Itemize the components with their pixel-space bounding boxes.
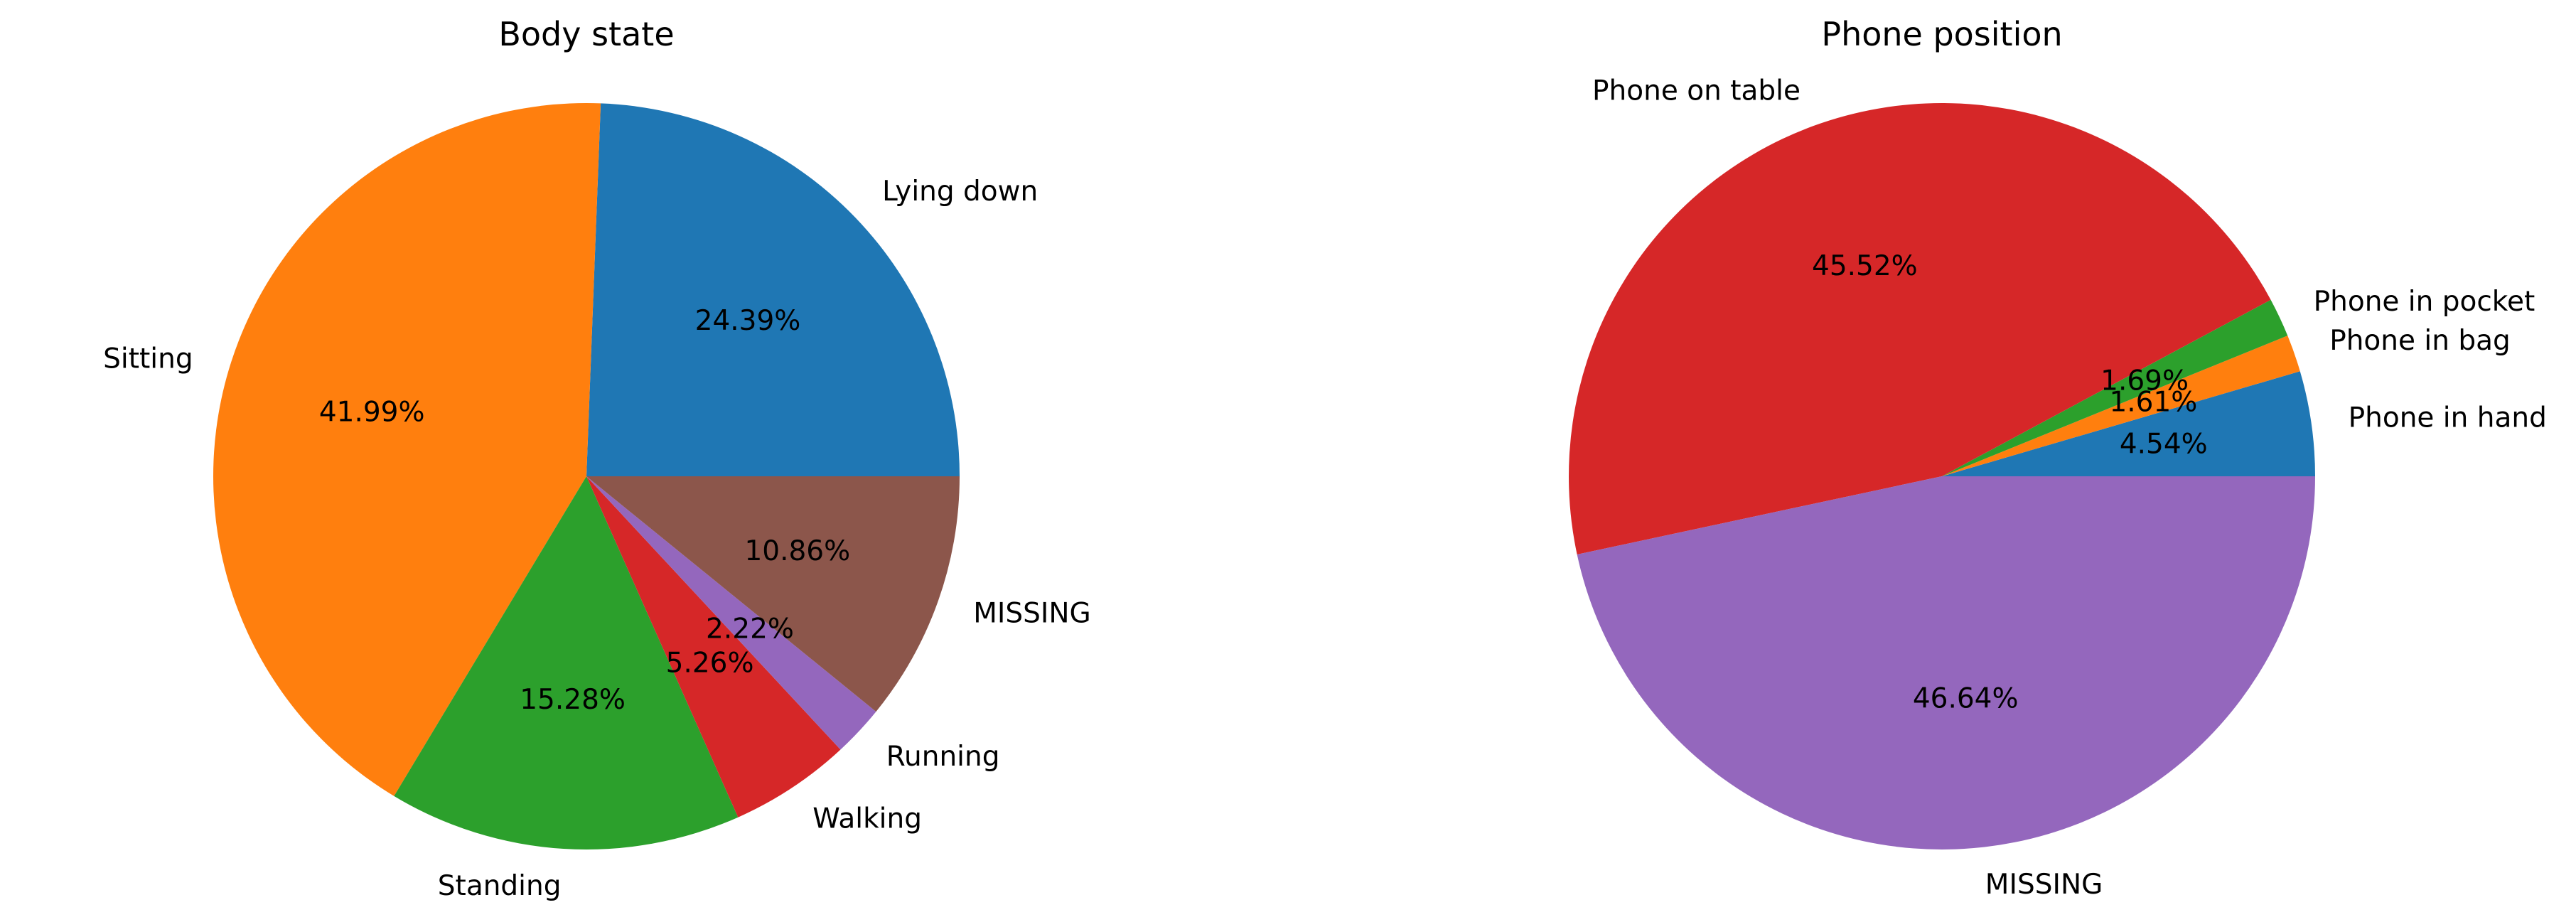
slice-label-standing: Standing <box>438 870 562 902</box>
slice-percent-labels: 24.39% 41.99% 15.28% 5.26%2.22% 10.86% <box>319 305 850 716</box>
pie-slice-sitting <box>213 103 601 796</box>
slice-label-missing: MISSING <box>973 598 1091 630</box>
slice-percent-phone-in-pocket: 1.69% <box>2100 365 2189 397</box>
slice-percent-standing: 15.28% <box>520 684 626 716</box>
slice-percent-phone-in-bag: 1.61% <box>2109 387 2197 419</box>
phone-position-pie-chart: Phone position Phone in hand Phone in bag… <box>1569 15 2547 901</box>
slice-percent-sitting: 41.99% <box>319 396 425 428</box>
pie-slices <box>213 103 960 850</box>
pie-slice-phone-on-table <box>1569 103 2271 555</box>
slice-label-phone-in-bag: Phone in bag <box>2329 325 2511 357</box>
body-state-pie-chart: Body state Lying down Sitting Standing Walk… <box>103 15 1091 902</box>
slice-label-sitting: Sitting <box>103 343 193 375</box>
slice-label-running: Running <box>886 741 1000 773</box>
slice-percent-walking: 5.26% <box>666 647 754 679</box>
pie-slice-phone-in-pocket <box>1942 299 2288 476</box>
slice-percent-labels: 4.54% 1.61%1.69% 45.52% 46.64% <box>1812 250 2208 715</box>
pie-slice-walking <box>586 476 841 818</box>
pie-slice-lying-down <box>586 103 960 476</box>
slice-label-walking: Walking <box>812 803 922 835</box>
pie-slice-missing <box>586 476 960 712</box>
pie-slices <box>1569 103 2315 849</box>
pie-slice-phone-in-bag <box>1942 336 2300 476</box>
slice-label-missing: MISSING <box>1985 869 2103 901</box>
slice-percent-running: 2.22% <box>706 613 794 645</box>
pie-slice-standing <box>394 476 739 850</box>
slice-labels: Lying down Sitting Standing Walking Running M… <box>103 176 1091 902</box>
pie-slice-missing <box>1577 476 2315 849</box>
slice-label-phone-in-hand: Phone in hand <box>2349 402 2547 434</box>
slice-percent-missing: 10.86% <box>744 535 850 567</box>
slice-labels: Phone in hand Phone in bag Phone in pocket… <box>1592 75 2547 900</box>
slice-percent-phone-on-table: 45.52% <box>1812 250 1918 282</box>
slice-percent-lying-down: 24.39% <box>695 305 801 337</box>
chart-title: Phone position <box>1821 15 2062 53</box>
pie-slice-phone-in-hand <box>1942 371 2315 476</box>
slice-label-lying-down: Lying down <box>882 176 1038 208</box>
chart-title: Body state <box>498 15 674 53</box>
slice-percent-missing: 46.64% <box>1913 683 2019 715</box>
slice-label-phone-on-table: Phone on table <box>1592 75 1800 107</box>
slice-percent-phone-in-hand: 4.54% <box>2120 429 2208 461</box>
slice-label-phone-in-pocket: Phone in pocket <box>2314 286 2535 318</box>
pie-slice-running <box>586 476 876 750</box>
